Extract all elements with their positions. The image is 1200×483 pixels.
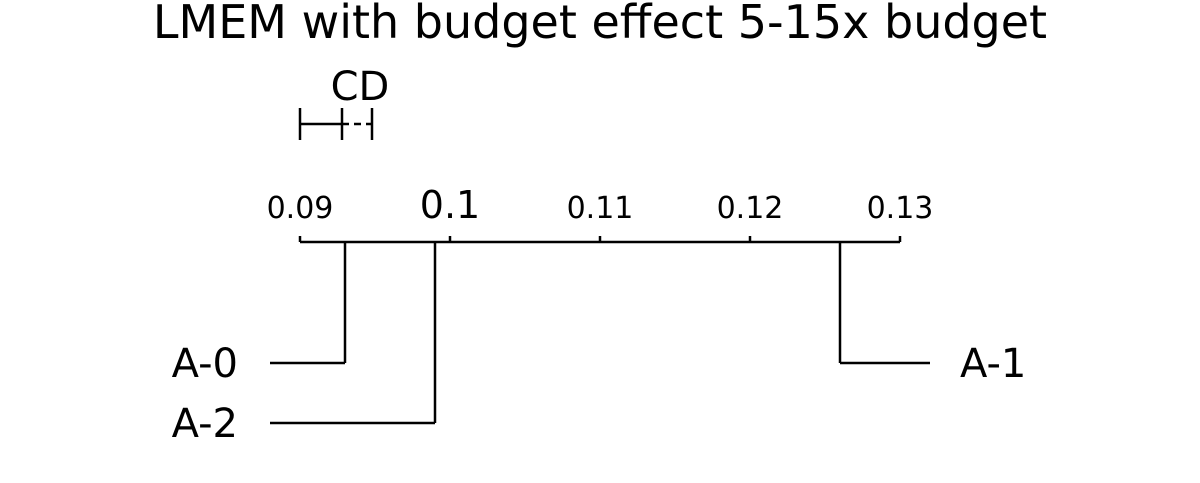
tick-label: 0.13 xyxy=(867,191,934,226)
methods: A-0 A-2 A-1 xyxy=(172,242,1026,447)
method-label: A-1 xyxy=(960,341,1026,387)
method-label: A-0 xyxy=(172,341,238,387)
rank-axis: 0.09 0.1 0.11 0.12 0.13 xyxy=(267,183,934,244)
chart-title: LMEM with budget effect 5-15x budget xyxy=(153,0,1047,49)
tick-label: 0.09 xyxy=(267,191,334,226)
tick-label: 0.1 xyxy=(420,183,480,227)
tick-label: 0.11 xyxy=(567,191,634,226)
cd-indicator: CD xyxy=(298,64,390,140)
tick-label: 0.12 xyxy=(717,191,784,226)
method-label: A-2 xyxy=(172,401,238,447)
cd-label: CD xyxy=(331,64,390,110)
